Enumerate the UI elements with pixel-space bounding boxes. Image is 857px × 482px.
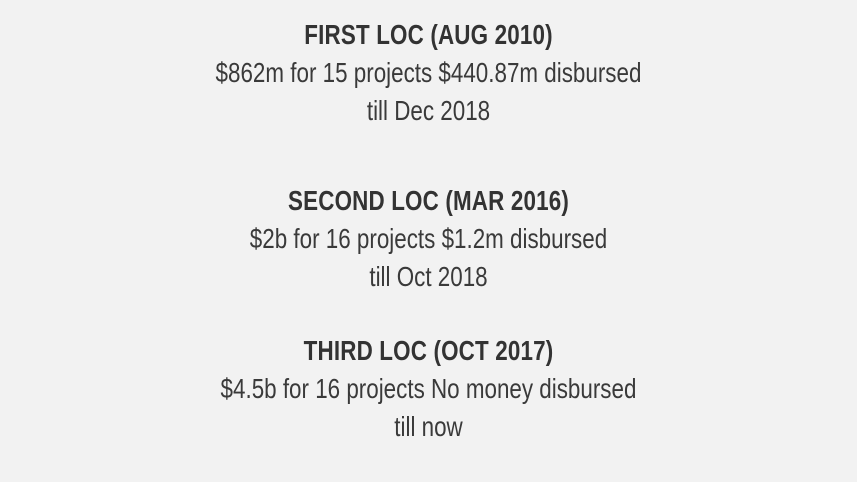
loc-second-period: till Oct 2018 [369,261,488,292]
loc-block-second: SECOND LOC (MAR 2016) $2b for 16 project… [86,182,772,296]
loc-second-details: $2b for 16 projects $1.2m disbursed [249,223,608,254]
loc-column: FIRST LOC (AUG 2010) $862m for 15 projec… [86,0,772,446]
loc-second-title: SECOND LOC (MAR 2016) [288,185,569,216]
loc-first-details: $862m for 15 projects $440.87m disbursed [215,57,642,88]
loc-third-period: till now [394,411,463,442]
loc-third-title: THIRD LOC (OCT 2017) [303,335,554,366]
loc-block-first: FIRST LOC (AUG 2010) $862m for 15 projec… [86,16,772,130]
loc-first-title: FIRST LOC (AUG 2010) [304,19,553,50]
loc-third-details: $4.5b for 16 projects No money disbursed [220,373,637,404]
loc-first-period: till Dec 2018 [366,95,491,126]
loc-block-third: THIRD LOC (OCT 2017) $4.5b for 16 projec… [86,332,772,446]
